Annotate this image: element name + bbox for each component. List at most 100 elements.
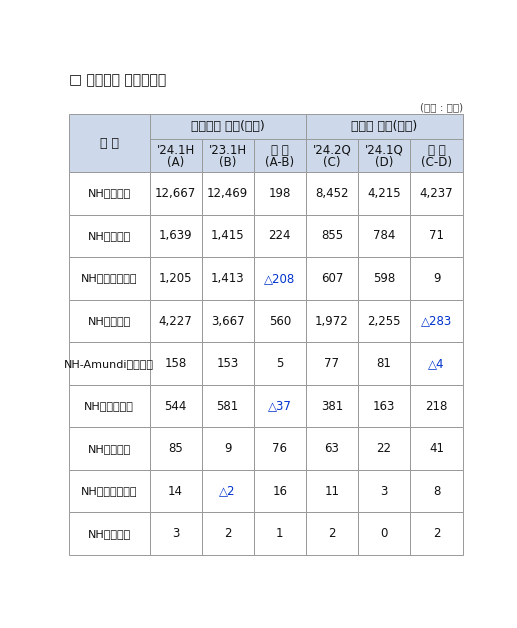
Text: 4,215: 4,215: [367, 187, 401, 200]
Text: (A): (A): [167, 156, 184, 169]
Bar: [202, 470, 254, 512]
Text: 1: 1: [276, 528, 283, 540]
Text: 77: 77: [324, 357, 339, 370]
Text: 0: 0: [381, 528, 388, 540]
Bar: [69, 300, 149, 342]
Text: NH저축은행: NH저축은행: [87, 443, 131, 453]
Text: 598: 598: [373, 272, 395, 285]
Text: '24.1H: '24.1H: [157, 144, 195, 156]
Text: △2: △2: [219, 485, 236, 498]
Text: NH투자증권: NH투자증권: [87, 316, 131, 326]
Text: 8: 8: [433, 485, 440, 498]
Text: 22: 22: [376, 442, 391, 455]
Text: 9: 9: [433, 272, 440, 285]
Bar: [149, 215, 202, 257]
Text: 198: 198: [269, 187, 291, 200]
Bar: [254, 300, 306, 342]
Text: 2: 2: [224, 528, 232, 540]
Text: 16: 16: [272, 485, 287, 498]
Bar: [149, 512, 202, 555]
Text: 855: 855: [321, 229, 343, 242]
Bar: [69, 172, 149, 215]
Text: 3,667: 3,667: [211, 315, 245, 328]
Bar: [254, 470, 306, 512]
Text: 85: 85: [168, 442, 183, 455]
Bar: [69, 114, 149, 172]
Bar: [149, 114, 306, 139]
Bar: [149, 385, 202, 428]
Text: 9: 9: [224, 442, 232, 455]
Text: △208: △208: [264, 272, 295, 285]
Text: 4,227: 4,227: [159, 315, 192, 328]
Bar: [410, 385, 463, 428]
Text: △4: △4: [429, 357, 445, 370]
Text: 1,205: 1,205: [159, 272, 192, 285]
Text: NH-Amundi자산운용: NH-Amundi자산운용: [64, 359, 154, 369]
Text: □ 자회사별 당기순이익: □ 자회사별 당기순이익: [69, 73, 166, 87]
Text: '24.1Q: '24.1Q: [364, 144, 403, 156]
Bar: [202, 215, 254, 257]
Text: 81: 81: [376, 357, 391, 370]
Bar: [358, 512, 410, 555]
Text: 12,469: 12,469: [207, 187, 248, 200]
Text: 218: 218: [425, 399, 448, 413]
Text: 5: 5: [276, 357, 283, 370]
Bar: [149, 139, 202, 172]
Text: '23.1H: '23.1H: [209, 144, 247, 156]
Text: 1,639: 1,639: [159, 229, 192, 242]
Bar: [306, 385, 358, 428]
Bar: [202, 257, 254, 300]
Text: (단위 : 억원): (단위 : 억원): [420, 102, 463, 112]
Bar: [306, 257, 358, 300]
Text: NH농협생명: NH농협생명: [87, 231, 131, 241]
Bar: [358, 257, 410, 300]
Bar: [410, 428, 463, 470]
Text: △283: △283: [421, 315, 452, 328]
Bar: [410, 470, 463, 512]
Text: 11: 11: [324, 485, 339, 498]
Text: 증 감: 증 감: [428, 144, 446, 156]
Text: 544: 544: [164, 399, 187, 413]
Bar: [254, 342, 306, 385]
Text: 581: 581: [217, 399, 239, 413]
Bar: [254, 257, 306, 300]
Text: △37: △37: [268, 399, 292, 413]
Bar: [69, 428, 149, 470]
Bar: [149, 470, 202, 512]
Bar: [202, 139, 254, 172]
Text: 381: 381: [321, 399, 343, 413]
Text: NH농협리츠운용: NH농협리츠운용: [81, 486, 138, 496]
Text: (C): (C): [323, 156, 341, 169]
Bar: [410, 172, 463, 215]
Bar: [358, 342, 410, 385]
Bar: [69, 385, 149, 428]
Bar: [306, 215, 358, 257]
Text: 구 분: 구 분: [100, 136, 118, 149]
Bar: [254, 139, 306, 172]
Text: 8,452: 8,452: [315, 187, 348, 200]
Bar: [202, 300, 254, 342]
Text: (B): (B): [219, 156, 236, 169]
Text: NH농협은행: NH농협은행: [87, 188, 131, 198]
Bar: [358, 139, 410, 172]
Bar: [306, 470, 358, 512]
Text: 12,667: 12,667: [155, 187, 196, 200]
Bar: [149, 172, 202, 215]
Bar: [254, 172, 306, 215]
Text: (D): (D): [375, 156, 393, 169]
Text: 2,255: 2,255: [367, 315, 401, 328]
Text: 증 감: 증 감: [271, 144, 288, 156]
Bar: [202, 428, 254, 470]
Bar: [149, 300, 202, 342]
Text: 4,237: 4,237: [420, 187, 453, 200]
Bar: [69, 342, 149, 385]
Bar: [69, 215, 149, 257]
Bar: [254, 215, 306, 257]
Text: 1,415: 1,415: [211, 229, 245, 242]
Bar: [358, 470, 410, 512]
Bar: [410, 257, 463, 300]
Bar: [306, 512, 358, 555]
Bar: [69, 470, 149, 512]
Text: 158: 158: [164, 357, 187, 370]
Text: (C-D): (C-D): [421, 156, 452, 169]
